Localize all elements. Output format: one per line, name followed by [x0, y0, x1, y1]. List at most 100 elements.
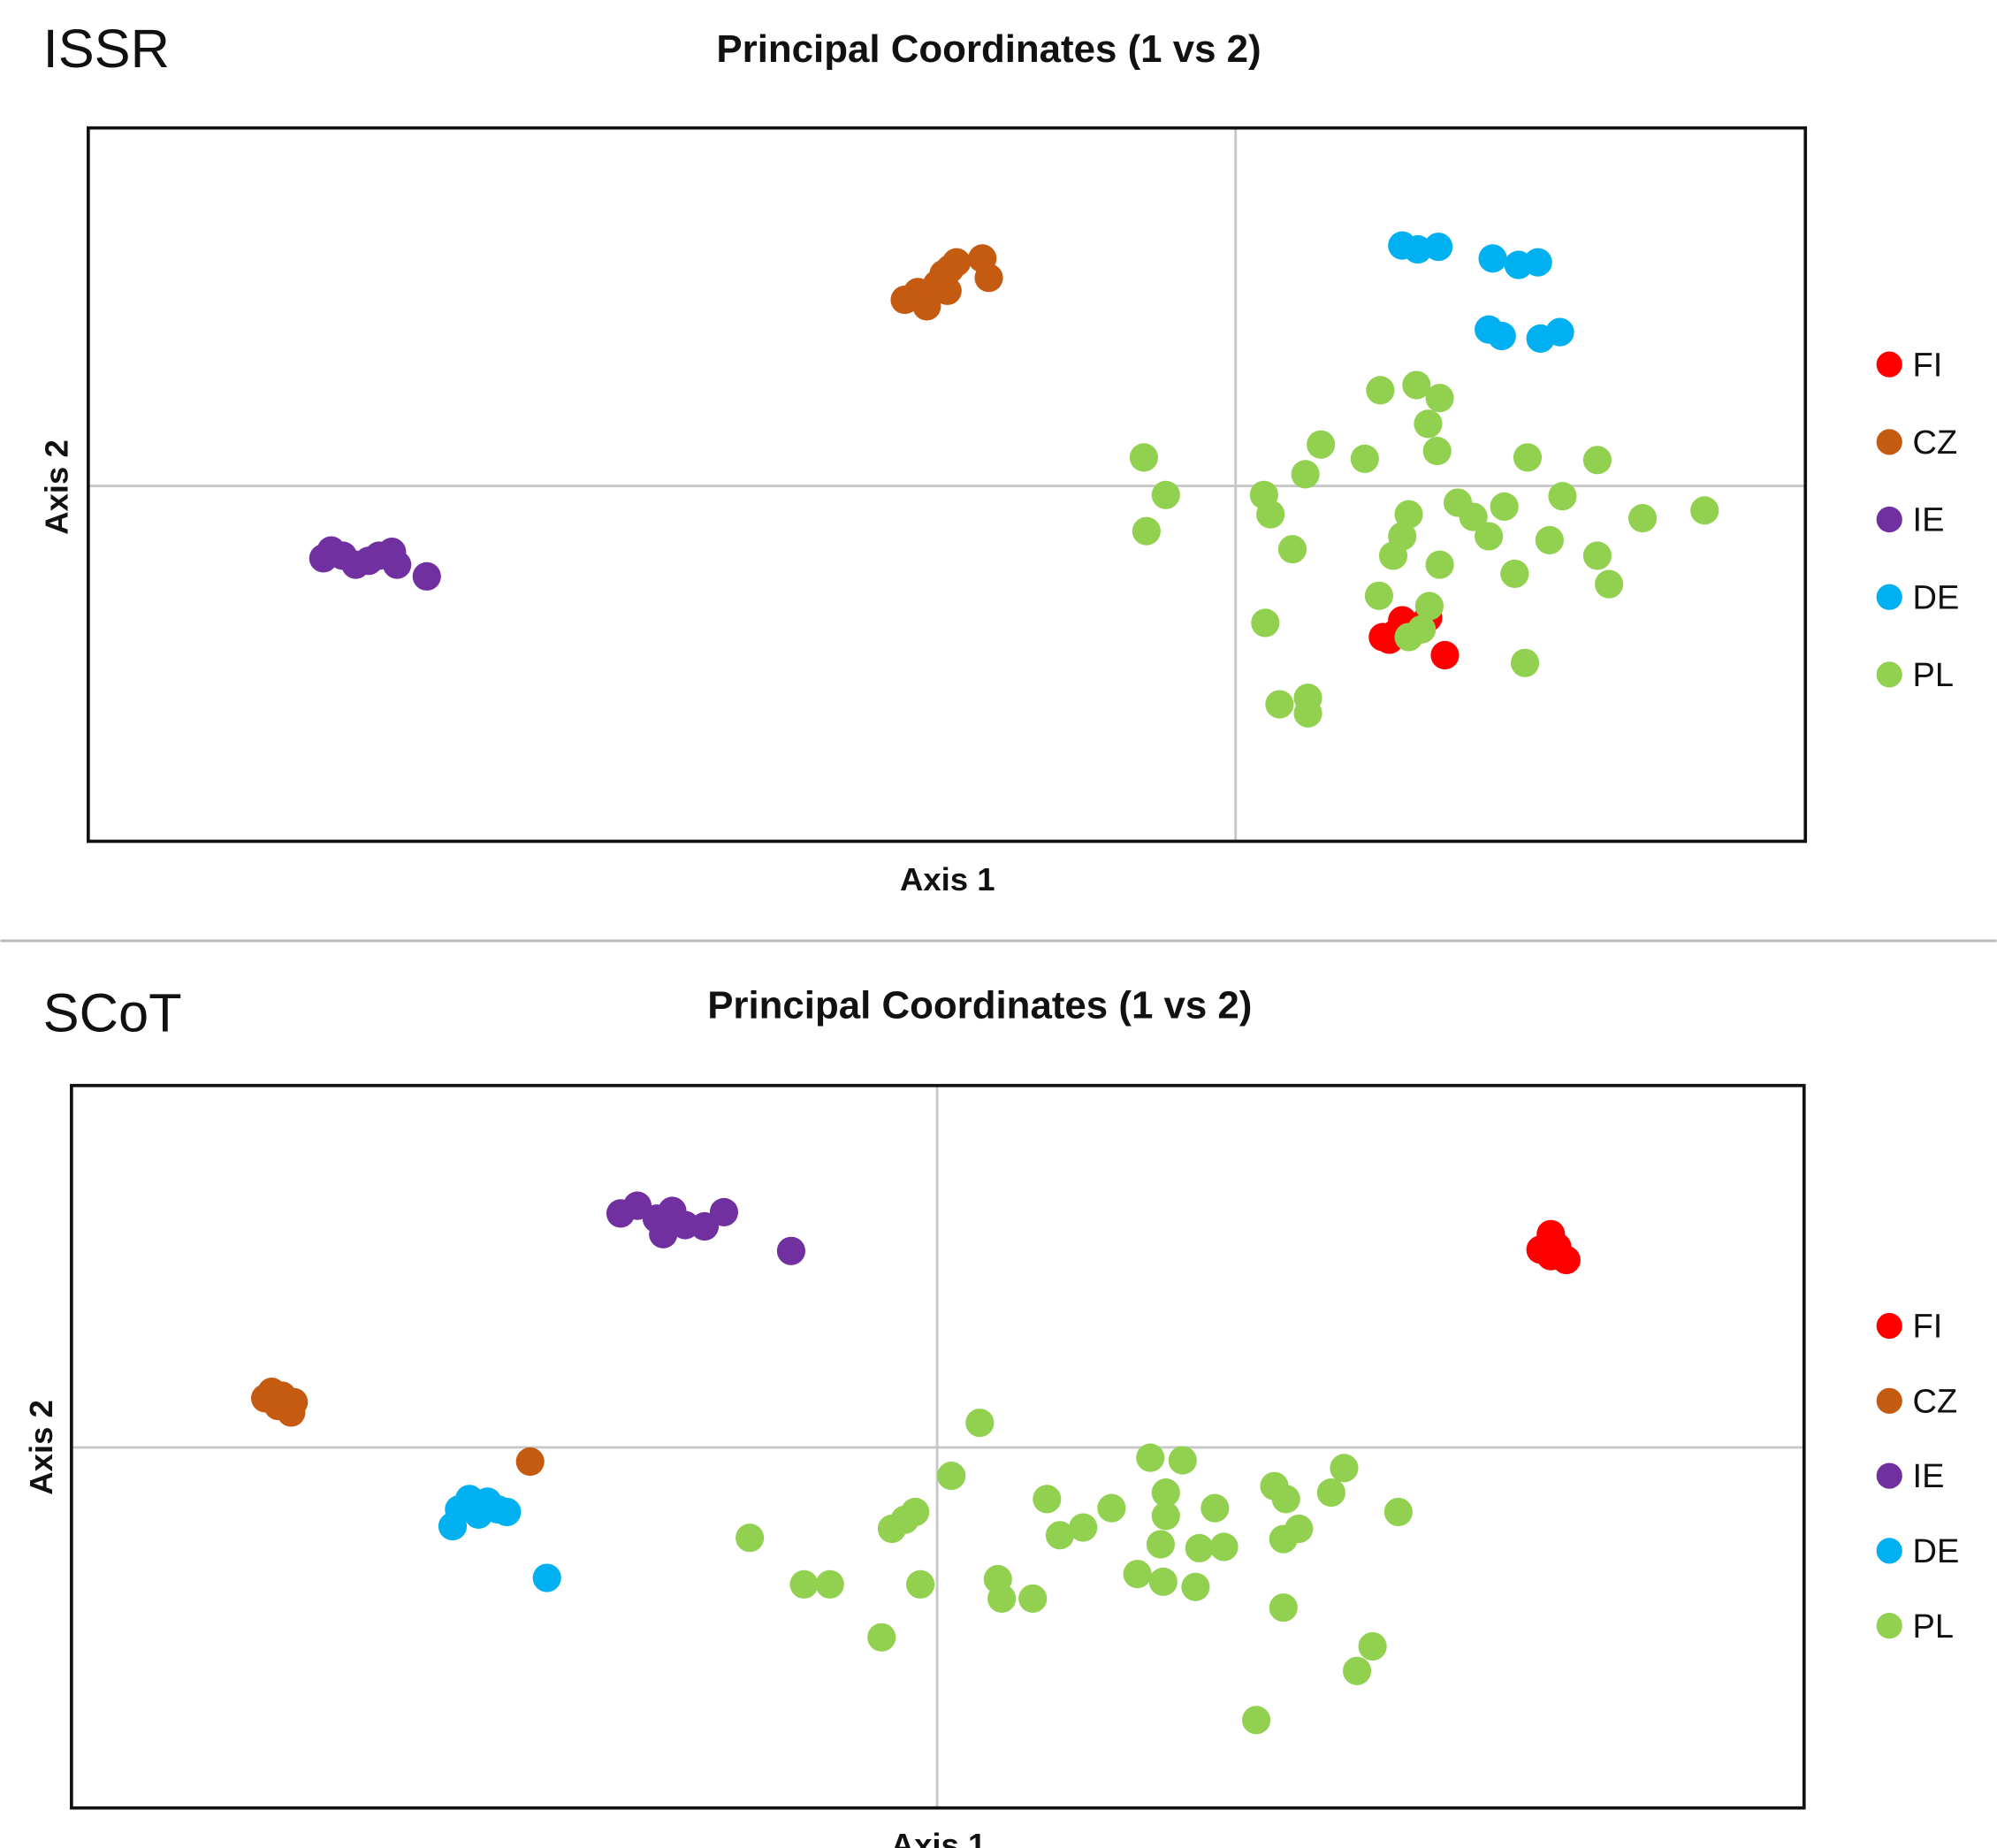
data-point-ie	[649, 1219, 678, 1249]
data-point-pl	[815, 1569, 844, 1599]
data-point-pl	[1690, 496, 1719, 525]
plot-area	[87, 126, 1808, 844]
legend-marker	[1876, 1538, 1902, 1564]
data-point-fi	[1543, 1233, 1572, 1262]
data-point-pl	[1307, 430, 1336, 459]
data-point-cz	[268, 1381, 297, 1410]
panel-label: SCoT	[43, 982, 182, 1043]
data-point-pl	[1123, 1560, 1152, 1589]
data-point-fi	[1430, 640, 1460, 670]
data-point-pl	[1407, 615, 1437, 644]
data-point-pl	[1343, 1656, 1372, 1685]
data-point-pl	[1181, 1572, 1210, 1601]
data-point-pl	[1291, 460, 1320, 489]
series-ie	[606, 1191, 805, 1265]
data-point-de	[1403, 235, 1432, 264]
data-point-de	[1523, 248, 1552, 277]
data-point-de	[532, 1563, 561, 1592]
data-point-pl	[1045, 1521, 1074, 1550]
series-pl	[736, 1409, 1413, 1735]
legend-label: PL	[1913, 1608, 1954, 1646]
chart-title: Principal Coordinates (1 vs 2)	[707, 984, 1252, 1027]
scot-panel: SCoT Principal Coordinates (1 vs 2) Axis…	[23, 982, 1959, 1848]
data-point-pl	[1425, 384, 1454, 413]
legend-marker	[1876, 506, 1902, 533]
series-cz	[251, 1378, 545, 1477]
legend-item-cz: CZ	[1876, 1383, 1957, 1420]
legend-label: PL	[1913, 657, 1954, 694]
legend-marker	[1876, 1613, 1902, 1639]
plot-area	[70, 1083, 1806, 1810]
data-point-pl	[1132, 516, 1161, 546]
series-fi	[1526, 1219, 1581, 1275]
legend: FI CZ IE DE PL	[1876, 1309, 1959, 1646]
legend-marker	[1876, 1312, 1902, 1340]
data-point-pl	[1136, 1443, 1165, 1472]
data-point-pl	[1364, 581, 1393, 610]
data-point-pl	[1271, 1485, 1300, 1514]
data-point-pl	[1151, 1478, 1180, 1508]
series-de	[1388, 231, 1574, 353]
data-point-pl	[1200, 1493, 1230, 1523]
data-point-pl	[1422, 437, 1452, 466]
data-point-pl	[1168, 1446, 1197, 1475]
data-point-pl	[901, 1497, 930, 1527]
data-point-pl	[1350, 444, 1379, 473]
data-point-pl	[1277, 535, 1307, 564]
plot-frame	[70, 1083, 1806, 1810]
panel-label: ISSR	[43, 19, 170, 80]
data-point-pl	[1018, 1584, 1048, 1613]
legend-item-fi: FI	[1876, 347, 1942, 384]
data-point-pl	[1033, 1485, 1062, 1514]
chart-title: Principal Coordinates (1 vs 2)	[716, 27, 1261, 71]
legend: FI CZ IE DE PL	[1876, 347, 1960, 694]
data-point-cz	[515, 1447, 545, 1477]
legend-label: IE	[1913, 1458, 1945, 1495]
legend-item-ie: IE	[1876, 502, 1944, 539]
data-point-pl	[1097, 1493, 1126, 1523]
data-point-cz	[974, 263, 1003, 293]
legend-marker	[1876, 1387, 1902, 1414]
legend-item-pl: PL	[1876, 657, 1954, 694]
data-point-pl	[1595, 569, 1624, 599]
data-point-pl	[867, 1623, 896, 1652]
data-point-pl	[1378, 541, 1408, 570]
data-point-pl	[1269, 1593, 1298, 1623]
legend-label: DE	[1913, 579, 1960, 616]
data-point-pl	[1330, 1454, 1359, 1483]
data-point-cz	[929, 259, 958, 288]
legend-item-de: DE	[1876, 579, 1960, 616]
data-point-pl	[1414, 409, 1443, 439]
data-point-pl	[1394, 500, 1423, 529]
data-point-pl	[1582, 446, 1612, 475]
data-point-pl	[789, 1569, 819, 1599]
data-point-pl	[1511, 648, 1540, 677]
data-point-pl	[1242, 1706, 1271, 1735]
data-point-pl	[1148, 1567, 1178, 1596]
legend-label: CZ	[1913, 424, 1958, 462]
data-point-pl	[1582, 541, 1612, 570]
data-point-pl	[1425, 550, 1454, 579]
data-point-pl	[1513, 443, 1543, 472]
issr-panel: ISSR Principal Coordinates (1 vs 2) Axis…	[38, 19, 1959, 897]
data-point-pl	[987, 1584, 1017, 1613]
data-point-pl	[1414, 592, 1444, 621]
data-point-ie	[776, 1236, 805, 1265]
data-point-pl	[1358, 1631, 1387, 1661]
series-ie	[309, 536, 441, 591]
data-point-de	[1424, 233, 1453, 262]
data-point-pl	[1151, 1501, 1180, 1531]
data-point-pl	[906, 1569, 935, 1599]
data-point-pl	[1402, 370, 1431, 400]
y-axis-label: Axis 2	[38, 439, 74, 535]
data-point-pl	[1628, 504, 1658, 533]
legend-item-cz: CZ	[1876, 424, 1958, 462]
data-point-pl	[1535, 525, 1564, 554]
data-point-ie	[412, 561, 441, 591]
data-point-pl	[1151, 480, 1180, 509]
plot-frame	[87, 126, 1808, 844]
data-point-pl	[1475, 522, 1504, 551]
y-axis-label: Axis 2	[23, 1400, 59, 1495]
legend-marker	[1876, 661, 1902, 688]
data-point-pl	[736, 1523, 765, 1553]
